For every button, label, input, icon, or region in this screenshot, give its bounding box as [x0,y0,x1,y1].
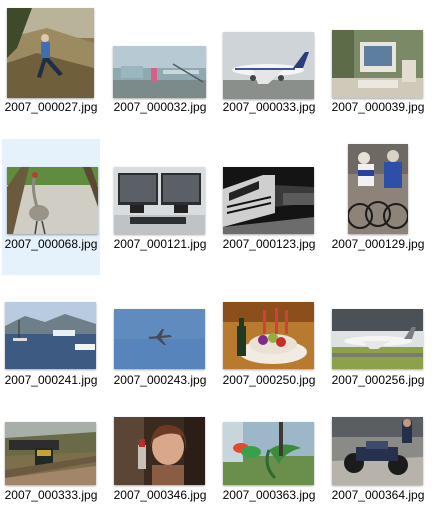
cake-bottle-icon [223,302,314,369]
airport-apron-icon [113,46,206,98]
file-item[interactable]: 2007_000129.jpg [329,139,427,275]
file-ext: g [90,100,98,114]
file-item[interactable]: 2007_000039.jpg [329,2,427,137]
harbor-boats-icon [5,302,96,369]
dual-monitors-icon [114,167,205,234]
file-name: 2007_000068.jp [4,237,91,251]
file-name: 2007_000333.jp [4,488,91,502]
cyclists-icon [348,144,408,234]
file-item-selected[interactable]: 2007_000068.jpg [2,139,100,275]
file-name: 2007_000123.jp [222,237,309,251]
file-item[interactable]: 2007_000250.jpg [220,278,318,413]
file-item[interactable]: 2007_000241.jpg [2,278,100,413]
motorcycle-icon [332,417,423,485]
file-name: 2007_000129.jp [331,237,418,251]
crane-bird-icon [7,167,98,234]
file-ext: g [417,373,425,387]
file-name: 2007_000364.jp [331,488,418,502]
file-name: 2007_000256.jp [331,373,418,387]
woman-portrait-icon [114,417,205,485]
file-ext: g [417,100,425,114]
file-ext: g [90,488,98,502]
file-name: 2007_000241.jp [4,373,91,387]
file-name: 2007_000243.jp [113,373,200,387]
parrot-icon [223,422,314,485]
plane-runway-icon [332,309,423,369]
freight-train-icon [5,422,96,485]
train-night-icon [223,167,314,234]
file-item[interactable]: 2007_000333.jpg [2,412,100,523]
file-name: 2007_000346.jp [113,488,200,502]
file-ext: g [308,488,316,502]
file-name: 2007_000250.jp [222,373,309,387]
file-item[interactable]: 2007_000121.jpg [111,139,209,275]
file-ext: g [308,373,316,387]
crt-monitor-icon [332,30,423,98]
file-item[interactable]: 2007_000364.jpg [329,412,427,523]
file-name: 2007_000032.jp [113,100,200,114]
file-item[interactable]: 2007_000032.jpg [111,2,209,137]
file-ext: g [90,373,98,387]
file-ext: g [199,100,207,114]
file-ext: g [199,488,207,502]
file-item[interactable]: 2007_000027.jpg [2,2,100,137]
file-ext: g [199,237,207,251]
file-name: 2007_000027.jp [4,100,91,114]
file-ext: g [90,237,98,251]
file-ext: g [308,100,316,114]
file-item[interactable]: 2007_000256.jpg [329,278,427,413]
file-ext: g [417,237,425,251]
jet-in-sky-icon [114,309,205,369]
file-ext: g [308,237,316,251]
file-item[interactable]: 2007_000346.jpg [111,412,209,523]
file-item[interactable]: 2007_000033.jpg [220,2,318,137]
file-ext: g [417,488,425,502]
file-name: 2007_000121.jp [113,237,200,251]
file-name: 2007_000363.jp [222,488,309,502]
file-name: 2007_000033.jp [222,100,309,114]
airliner-icon [223,32,314,99]
file-name: 2007_000039.jp [331,100,418,114]
person-on-path-icon [7,8,94,98]
file-item[interactable]: 2007_000123.jpg [220,139,318,275]
file-item[interactable]: 2007_000243.jpg [111,278,209,413]
file-ext: g [199,373,207,387]
file-item[interactable]: 2007_000363.jpg [220,412,318,523]
